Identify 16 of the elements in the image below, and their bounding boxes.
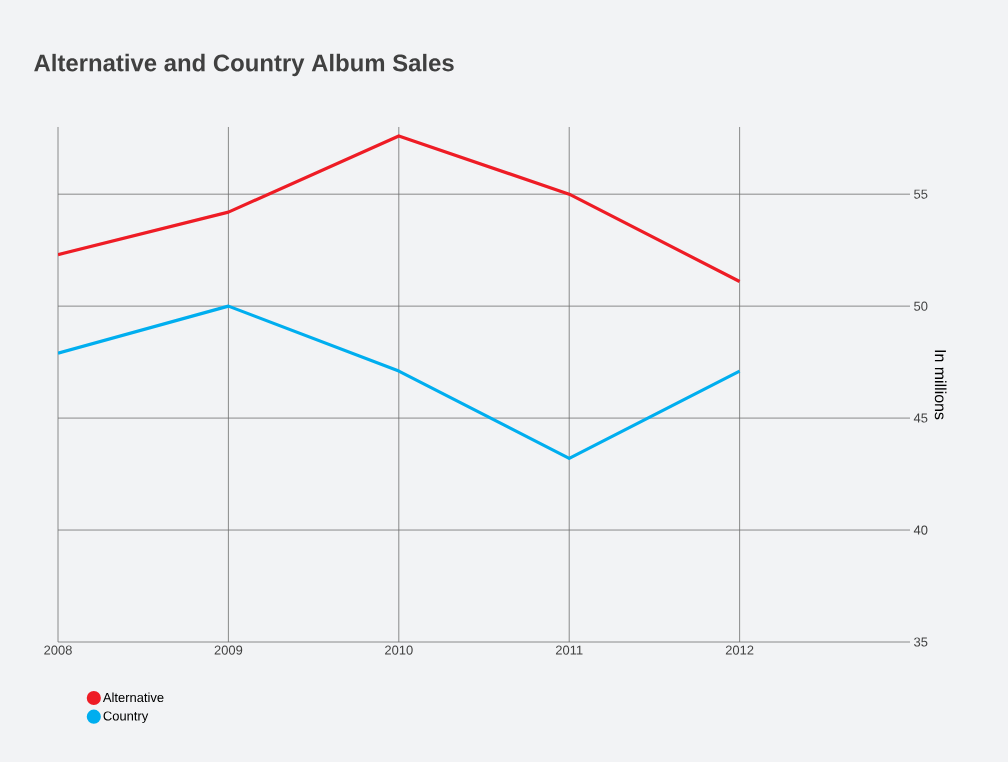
x-tick-label: 2008 <box>44 645 72 655</box>
legend-label: Alternative <box>102 692 164 703</box>
y-axis-title: In millions <box>934 350 947 420</box>
y-tick-label: 55 <box>914 189 928 199</box>
line-series <box>58 134 742 284</box>
x-tick-label: 2010 <box>385 645 413 655</box>
y-tick-label: 40 <box>913 525 928 535</box>
x-tick-label: 2011 <box>555 645 583 655</box>
x-tick-label: 2012 <box>725 645 754 655</box>
chart-title: Alternative and Country Album Sales <box>34 53 454 77</box>
legend-label: Country <box>103 711 149 724</box>
y-tick-label: 50 <box>914 301 928 311</box>
y-tick-label: 45 <box>913 413 928 423</box>
x-tick-label: 2009 <box>214 645 243 655</box>
line-series <box>58 304 742 460</box>
y-tick-label: 35 <box>914 637 928 647</box>
